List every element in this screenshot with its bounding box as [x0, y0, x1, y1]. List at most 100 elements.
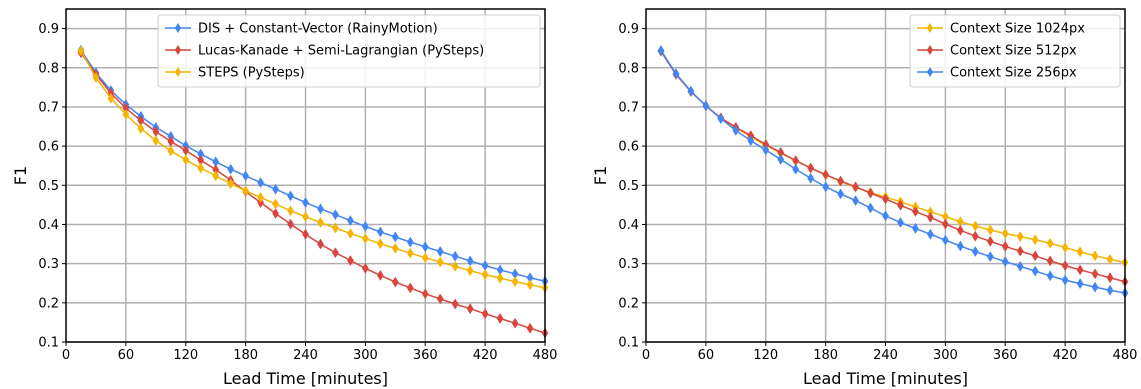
y-tick-label: 0.5	[618, 179, 639, 194]
data-point	[317, 203, 324, 215]
legend-label: Lucas-Kanade + Semi-Lagrangian (PySteps)	[198, 44, 484, 59]
data-point	[406, 282, 414, 294]
legend-marker	[174, 67, 182, 77]
x-tick-label: 420	[473, 348, 498, 363]
y-tick-label: 0.7	[618, 100, 639, 115]
chart-panel-1: 0 60 120 180 240 300 360 420 480 0.1 0.2 0.3 0.4 0.5 0…	[11, 8, 557, 388]
data-point	[137, 123, 145, 134]
data-point	[986, 235, 994, 247]
data-point	[777, 153, 785, 165]
data-point	[257, 191, 264, 203]
x-axis-label: Lead Time [minutes]	[803, 369, 968, 388]
data-point	[481, 269, 489, 281]
data-point	[92, 72, 100, 84]
x-tick-label: 360	[413, 348, 438, 363]
data-point	[1031, 234, 1039, 246]
data-point	[837, 188, 844, 200]
data-point	[257, 177, 264, 189]
data-point	[347, 255, 354, 266]
data-point	[332, 222, 339, 234]
data-point	[1046, 237, 1054, 249]
data-point	[272, 183, 279, 195]
data-point	[1016, 260, 1024, 272]
data-point	[1091, 268, 1099, 280]
x-tick-label: 240	[293, 348, 318, 363]
data-point	[391, 231, 399, 243]
data-point	[376, 238, 384, 250]
data-point	[421, 241, 429, 253]
data-point	[882, 210, 889, 222]
data-point	[242, 170, 250, 182]
data-point	[421, 288, 429, 300]
data-point	[1001, 256, 1009, 268]
data-point	[852, 181, 859, 193]
legend-label: Context Size 1024px	[950, 22, 1085, 37]
data-point	[391, 276, 399, 288]
legend-item: Context Size 512px	[917, 44, 1077, 59]
data-point	[436, 293, 444, 305]
y-axis-label: F1	[591, 166, 610, 185]
data-point	[971, 246, 979, 257]
data-point	[657, 45, 665, 57]
data-point	[822, 169, 830, 181]
data-point	[1076, 264, 1084, 276]
y-tick-label: 0.5	[38, 179, 59, 194]
data-point	[762, 144, 770, 156]
data-point	[272, 208, 279, 219]
data-point	[927, 228, 934, 240]
data-point	[317, 217, 324, 228]
legend-box	[157, 14, 541, 88]
x-tick-label: 60	[698, 348, 715, 363]
y-tick-label: 0.3	[618, 257, 639, 272]
chart-panel-2: 0 60 120 180 240 300 360 420 480 0.1 0.2 0.3 0.4 0.5 0…	[591, 8, 1138, 388]
data-point	[941, 234, 949, 246]
data-point	[1001, 240, 1009, 252]
data-point	[792, 163, 800, 175]
legend-marker	[174, 45, 182, 55]
legend-label: STEPS (PySteps)	[198, 66, 305, 81]
data-point	[227, 163, 235, 175]
data-point	[956, 240, 964, 252]
data-point	[971, 230, 979, 242]
series-3	[657, 45, 1129, 299]
legend-item: Context Size 1024px	[917, 22, 1085, 37]
data-point	[1076, 246, 1084, 258]
data-point	[451, 298, 459, 310]
data-point	[672, 68, 680, 80]
x-tick-label: 480	[1113, 348, 1138, 363]
data-point	[122, 108, 130, 120]
data-point	[912, 222, 919, 234]
data-point	[242, 185, 250, 197]
data-point	[406, 236, 414, 248]
data-point	[466, 255, 474, 267]
data-point	[971, 220, 979, 232]
legend-marker	[926, 45, 934, 55]
data-point	[956, 224, 964, 236]
data-point	[302, 211, 309, 223]
data-point	[332, 209, 339, 221]
y-tick-label: 0.7	[38, 100, 59, 115]
data-point	[1061, 242, 1069, 254]
x-tick-label: 180	[813, 348, 838, 363]
data-point	[361, 233, 369, 245]
data-point	[822, 181, 830, 193]
data-point	[927, 211, 934, 223]
data-point	[1061, 274, 1069, 286]
legend-marker	[174, 23, 182, 33]
y-tick-label: 0.2	[38, 296, 59, 311]
x-tick-label: 300	[353, 348, 378, 363]
data-point	[852, 195, 859, 207]
data-point	[212, 170, 220, 182]
y-tick-label: 0.3	[38, 257, 59, 272]
series-3	[77, 45, 549, 294]
x-tick-label: 0	[642, 348, 650, 363]
data-point	[376, 269, 384, 281]
x-tick-label: 120	[753, 348, 778, 363]
legend-marker	[926, 67, 934, 77]
x-tick-label: 120	[173, 348, 198, 363]
y-tick-label: 0.9	[618, 22, 639, 37]
legend-marker	[926, 23, 934, 33]
data-point	[1106, 253, 1114, 265]
data-point	[152, 135, 160, 147]
legend-label: DIS + Constant-Vector (RainyMotion)	[198, 22, 438, 37]
